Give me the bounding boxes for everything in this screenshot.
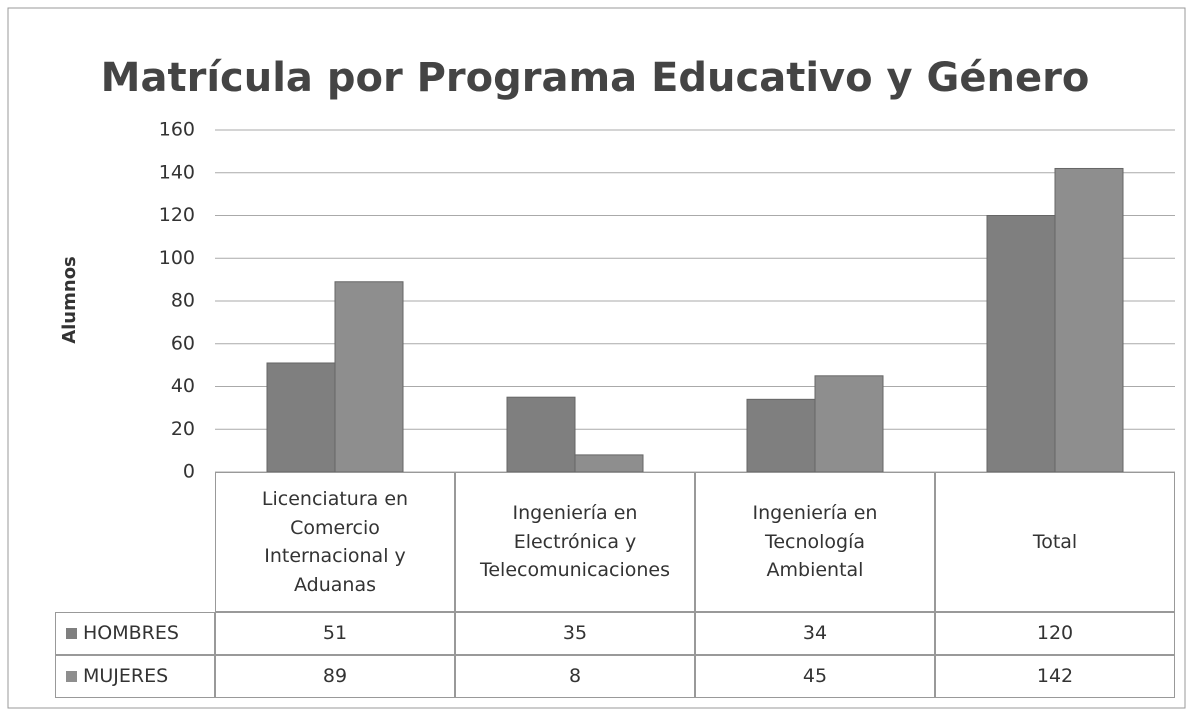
table-value-text: 34 [802,622,828,645]
legend-entry-text: MUJERES [83,665,169,688]
chart-title: Matrícula por Programa Educativo y Géner… [101,55,1090,101]
bar [574,454,644,473]
legend-key [66,628,77,639]
table-value: 35 [455,612,695,655]
table-value-text: 89 [322,665,348,688]
category-label: Ingeniería en Electrónica y Telecomunica… [455,472,695,612]
table-value-text: 51 [322,622,348,645]
y-axis-label: Alumnos [59,256,80,344]
y-tick-label: 40 [171,375,195,397]
legend-entry: HOMBRES [55,612,215,655]
y-tick-label: 140 [159,161,195,183]
bar [334,281,404,473]
y-tick-label: 0 [183,461,195,483]
y-tick-label: 120 [159,204,195,226]
legend-key [66,671,77,682]
category-label-text: Total [1032,530,1078,553]
y-tick-label: 80 [171,290,195,312]
bar [746,398,816,473]
table-value: 89 [215,655,455,698]
table-value-text: 45 [802,665,828,688]
y-tick-label: 160 [159,119,195,141]
y-tick-label: 60 [171,332,195,354]
bar [814,375,884,473]
table-value: 34 [695,612,935,655]
table-value-text: 8 [568,665,582,688]
category-label-text: Ingeniería en Electrónica y Telecomunica… [479,502,671,582]
table-value-text: 120 [1036,622,1074,645]
category-label: Licenciatura en Comercio Internacional y… [215,472,455,612]
bar [266,362,336,473]
category-label-text: Licenciatura en Comercio Internacional y… [261,488,409,596]
table-value-text: 142 [1036,665,1074,688]
table-value: 8 [455,655,695,698]
table-value: 45 [695,655,935,698]
category-label: Total [935,472,1175,612]
legend-entry: MUJERES [55,655,215,698]
table-value: 120 [935,612,1175,655]
table-value: 51 [215,612,455,655]
category-label: Ingeniería en Tecnología Ambiental [695,472,935,612]
bar [1054,167,1124,473]
chart-border [7,7,1186,709]
table-value-text: 35 [562,622,588,645]
bar [506,396,576,473]
category-label-text: Ingeniería en Tecnología Ambiental [752,502,878,582]
table-value: 142 [935,655,1175,698]
y-tick-label: 20 [171,418,195,440]
bar [986,215,1056,473]
y-tick-label: 100 [159,247,195,269]
legend-entry-text: HOMBRES [83,622,179,645]
